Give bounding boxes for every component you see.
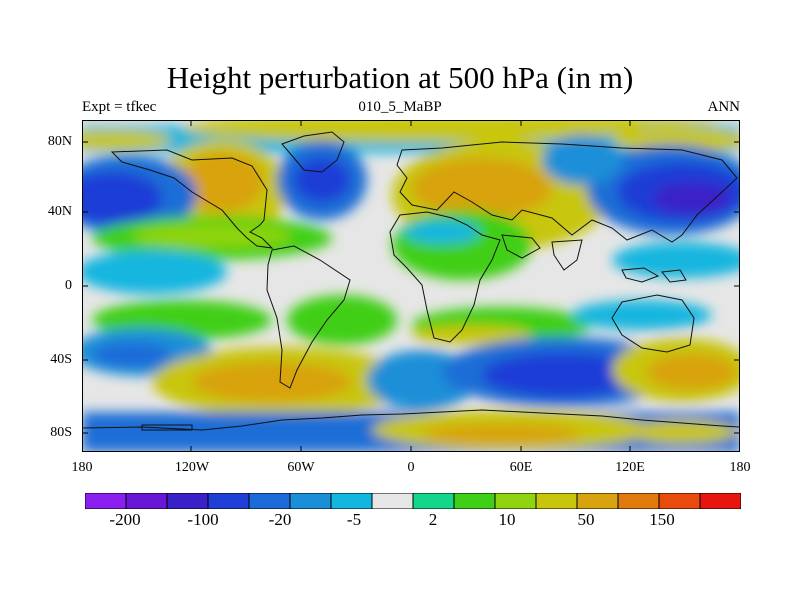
colorbar-swatch [330, 493, 373, 509]
colorbar-swatch [453, 493, 496, 509]
y-tick-label: 80N [47, 134, 72, 149]
experiment-label: Expt = tfkec [82, 99, 157, 115]
colorbar-swatch [371, 493, 414, 509]
colorbar-swatch [617, 493, 660, 509]
season-label: ANN [707, 99, 741, 115]
plot-title: Height perturbation at 500 hPa (in m) [166, 60, 634, 95]
colorbar-swatch [658, 493, 701, 509]
y-tick-label: 40N [47, 204, 72, 219]
colorbar-swatch [412, 493, 455, 509]
height-perturbation-map [82, 120, 740, 452]
case-label: 010_5_MaBP [358, 99, 442, 115]
colorbar-swatch [494, 493, 537, 509]
colorbar-swatch [576, 493, 619, 509]
colorbar-label: -100 [187, 510, 219, 529]
x-tick-label: 0 [407, 460, 415, 475]
colorbar-swatch [699, 493, 741, 509]
y-tick-label: 80S [50, 425, 72, 440]
x-tick-label: 120W [174, 460, 210, 475]
colorbar-label: -200 [109, 510, 141, 529]
colorbar-swatch [248, 493, 291, 509]
x-tick-label: 60E [509, 460, 533, 475]
colorbar-swatch [535, 493, 578, 509]
x-tick-label: 120E [615, 460, 645, 475]
colorbar-swatch [289, 493, 332, 509]
colorbar-label: -5 [346, 510, 362, 529]
y-tick-label: 40S [50, 352, 72, 367]
colorbar-label: 150 [649, 510, 675, 529]
colorbar [85, 493, 741, 509]
colorbar-swatch [166, 493, 209, 509]
x-tick-label: 180 [71, 460, 93, 475]
x-tick-label: 60W [287, 460, 315, 475]
y-tick-label: 0 [65, 278, 72, 293]
colorbar-swatch [85, 493, 127, 509]
colorbar-label: 2 [428, 510, 438, 529]
colorbar-label: 10 [498, 510, 516, 529]
colorbar-swatch [207, 493, 250, 509]
x-tick-label: 180 [729, 460, 751, 475]
colorbar-swatch [125, 493, 168, 509]
colorbar-label: -20 [268, 510, 292, 529]
colorbar-label: 50 [577, 510, 595, 529]
